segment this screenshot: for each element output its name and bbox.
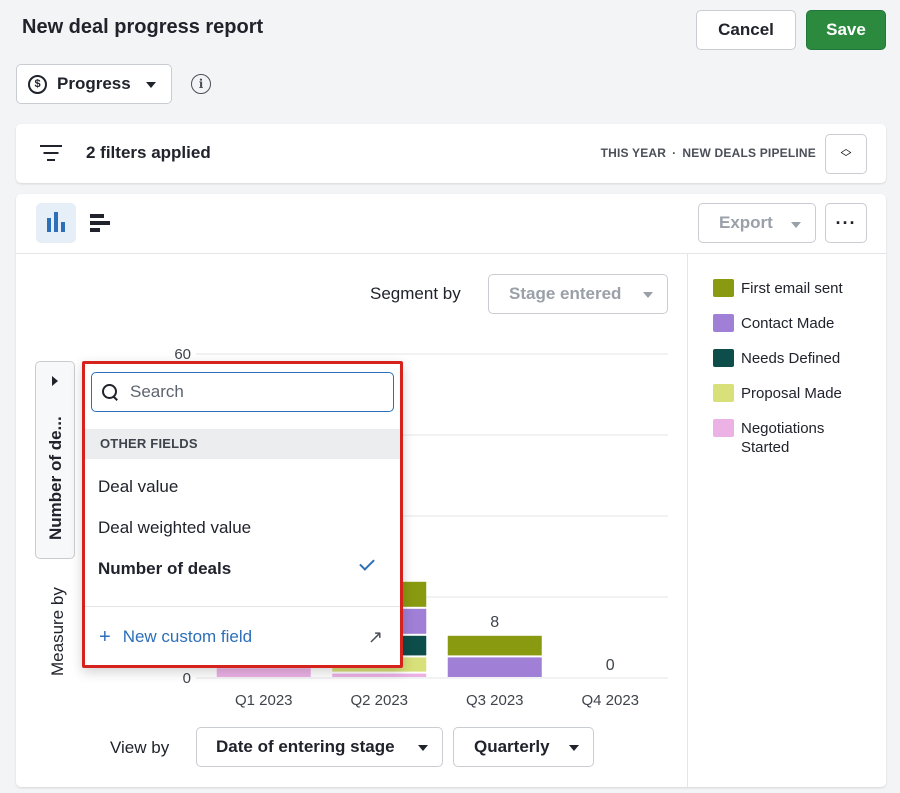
- x-tick-label: Q2 2023: [350, 692, 408, 709]
- plus-icon: +: [99, 625, 111, 648]
- page-title: New deal progress report: [22, 16, 264, 38]
- checkmark-icon: [359, 555, 375, 571]
- chevron-down-icon: [569, 745, 579, 751]
- chevron-down-icon: [791, 222, 801, 228]
- legend-item: Contact Made: [713, 314, 873, 349]
- filter-icon[interactable]: [40, 144, 62, 162]
- metric-select[interactable]: $ Progress: [16, 64, 172, 104]
- legend-swatch: [713, 419, 734, 437]
- legend-label: Contact Made: [741, 315, 835, 332]
- view-by-label: View by: [110, 738, 170, 757]
- bar-chart-view-button[interactable]: [80, 203, 120, 243]
- search-input[interactable]: [130, 382, 370, 402]
- metric-label: Progress: [57, 74, 131, 93]
- legend-swatch: [713, 314, 734, 332]
- legend-item: Needs Defined: [713, 349, 873, 384]
- chevron-down-icon: [418, 745, 428, 751]
- column-chart-view-button[interactable]: [36, 203, 76, 243]
- segment-value: Stage entered: [509, 284, 622, 303]
- legend-item: Negotiations Started: [713, 419, 873, 463]
- meta-separator: ·: [672, 146, 677, 160]
- more-options-button[interactable]: ···: [825, 203, 867, 243]
- data-label: 0: [606, 657, 615, 674]
- filter-period: THIS YEAR: [600, 146, 667, 160]
- option-deal-weighted-value[interactable]: Deal weighted value: [85, 509, 400, 547]
- option-number-of-deals[interactable]: Number of deals: [85, 550, 400, 588]
- option-deal-value[interactable]: Deal value: [85, 468, 400, 506]
- measure-by-label: Measure by: [48, 587, 67, 676]
- x-tick-label: Q3 2023: [466, 692, 524, 709]
- chevron-up-icon: ︿: [840, 143, 852, 155]
- y-tick-label: 0: [183, 670, 191, 687]
- option-label: Deal weighted value: [98, 518, 252, 537]
- measure-by-dropdown: OTHER FIELDS Deal value Deal weighted va…: [82, 361, 403, 668]
- divider: [85, 606, 400, 607]
- export-label: Export: [719, 213, 773, 232]
- save-button[interactable]: Save: [806, 10, 886, 50]
- legend-swatch: [713, 279, 734, 297]
- chevron-down-icon: [643, 292, 653, 298]
- filters-bar: 2 filters applied THIS YEAR · NEW DEALS PI…: [16, 124, 886, 183]
- group-header: OTHER FIELDS: [85, 429, 400, 459]
- new-custom-field-label: New custom field: [122, 627, 253, 646]
- filters-summary[interactable]: 2 filters applied: [86, 143, 211, 162]
- bar-segment: [332, 673, 427, 677]
- bar-segment: [216, 668, 311, 677]
- x-tick-label: Q4 2023: [581, 692, 639, 709]
- chart-legend: First email sent Contact Made Needs Defi…: [713, 279, 873, 463]
- expand-right-icon: [52, 376, 58, 386]
- y-tick-label: 60: [174, 346, 191, 363]
- legend-item: First email sent: [713, 279, 873, 314]
- chevron-down-icon: ﹀: [840, 152, 852, 164]
- legend-swatch: [713, 349, 734, 367]
- legend-swatch: [713, 384, 734, 402]
- new-custom-field-link[interactable]: + New custom field ↗: [85, 618, 400, 656]
- divider: [16, 253, 886, 254]
- view-by-date-select[interactable]: Date of entering stage: [196, 727, 443, 767]
- expand-filters-button[interactable]: ︿ ﹀: [825, 134, 867, 174]
- bar-segment: [447, 635, 542, 656]
- info-icon[interactable]: i: [191, 74, 211, 94]
- external-arrow-icon: ↗: [367, 627, 383, 647]
- x-tick-label: Q1 2023: [235, 692, 293, 709]
- segment-by-select[interactable]: Stage entered: [488, 274, 668, 314]
- view-by-date-value: Date of entering stage: [216, 737, 395, 756]
- legend-item: Proposal Made: [713, 384, 873, 419]
- legend-label: Negotiations Started: [741, 420, 825, 456]
- data-label: 8: [490, 614, 499, 631]
- dollar-circle-icon: $: [28, 74, 47, 94]
- legend-label: Proposal Made: [741, 385, 842, 402]
- cancel-button[interactable]: Cancel: [696, 10, 796, 50]
- search-box[interactable]: [91, 372, 394, 412]
- filters-meta: THIS YEAR · NEW DEALS PIPELINE: [601, 146, 816, 160]
- legend-label: Needs Defined: [741, 350, 841, 367]
- export-button[interactable]: Export: [698, 203, 816, 243]
- option-label: Number of deals: [98, 559, 232, 578]
- measure-by-toggle[interactable]: Number of de...: [35, 361, 75, 559]
- search-icon: [102, 384, 118, 400]
- view-by-period-value: Quarterly: [474, 737, 550, 756]
- legend-label: First email sent: [741, 280, 843, 297]
- segment-by-label: Segment by: [370, 284, 461, 303]
- filter-pipeline: NEW DEALS PIPELINE: [682, 146, 816, 160]
- option-label: Deal value: [98, 477, 179, 496]
- bar-segment: [447, 657, 542, 677]
- measure-tab-label: Number of de...: [46, 416, 65, 540]
- divider: [687, 254, 688, 787]
- chevron-down-icon: [146, 82, 156, 88]
- view-by-period-select[interactable]: Quarterly: [453, 727, 594, 767]
